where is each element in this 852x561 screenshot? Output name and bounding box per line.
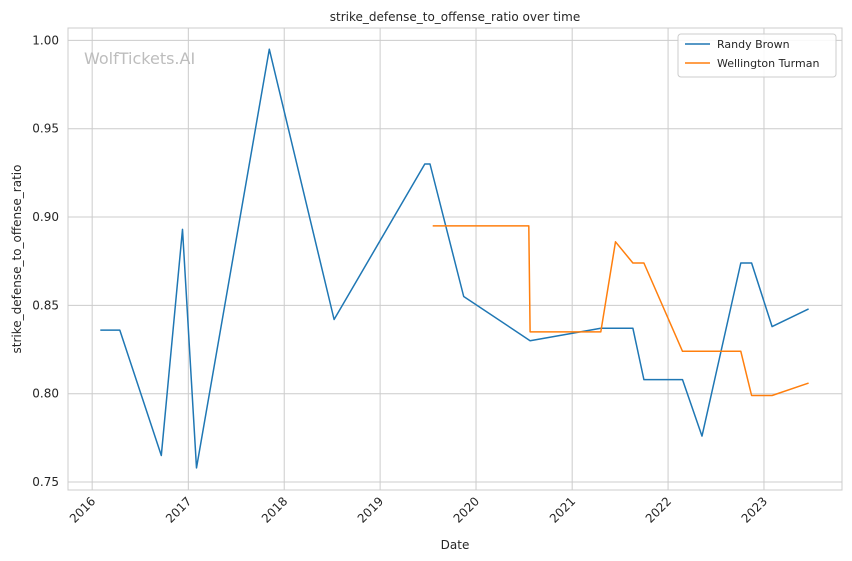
- plot-frame: [67, 27, 843, 491]
- series-layer: [100, 48, 809, 469]
- x-axis-label: Date: [441, 538, 470, 552]
- y-tick-label: 0.80: [32, 387, 59, 401]
- y-tick-label: 0.85: [32, 298, 59, 312]
- x-tick-label: 2023: [739, 494, 770, 525]
- x-tick-label: 2021: [547, 494, 578, 525]
- plot-area: [68, 28, 842, 490]
- y-gridlines: [68, 39, 842, 483]
- watermark: WolfTickets.AI: [84, 49, 195, 68]
- chart-title: strike_defense_to_offense_ratio over tim…: [330, 10, 580, 24]
- legend-label-0: Randy Brown: [717, 38, 790, 51]
- x-gridlines: [91, 28, 765, 490]
- x-tick-label: 2018: [259, 494, 290, 525]
- series-line-0: [100, 48, 809, 469]
- x-tick-label: 2022: [643, 494, 674, 525]
- series-line-1: [432, 225, 809, 397]
- x-tick-label: 2019: [355, 494, 386, 525]
- y-tick-label: 1.00: [32, 33, 59, 47]
- y-tick-label: 0.75: [32, 475, 59, 489]
- x-tick-label: 2020: [451, 494, 482, 525]
- y-axis-ticks: 0.75 0.80 0.85 0.90 0.95 1.00: [32, 33, 59, 489]
- legend: Randy Brown Wellington Turman: [677, 33, 837, 78]
- y-tick-label: 0.95: [32, 122, 59, 136]
- y-tick-label: 0.90: [32, 210, 59, 224]
- y-axis-label: strike_defense_to_offense_ratio: [10, 165, 24, 354]
- legend-label-1: Wellington Turman: [717, 57, 819, 70]
- x-axis-ticks: 2016 2017 2018 2019 2020 2021 2022 2023: [67, 494, 770, 525]
- x-tick-label: 2016: [67, 494, 98, 525]
- x-tick-label: 2017: [163, 494, 194, 525]
- legend-box: [677, 33, 837, 78]
